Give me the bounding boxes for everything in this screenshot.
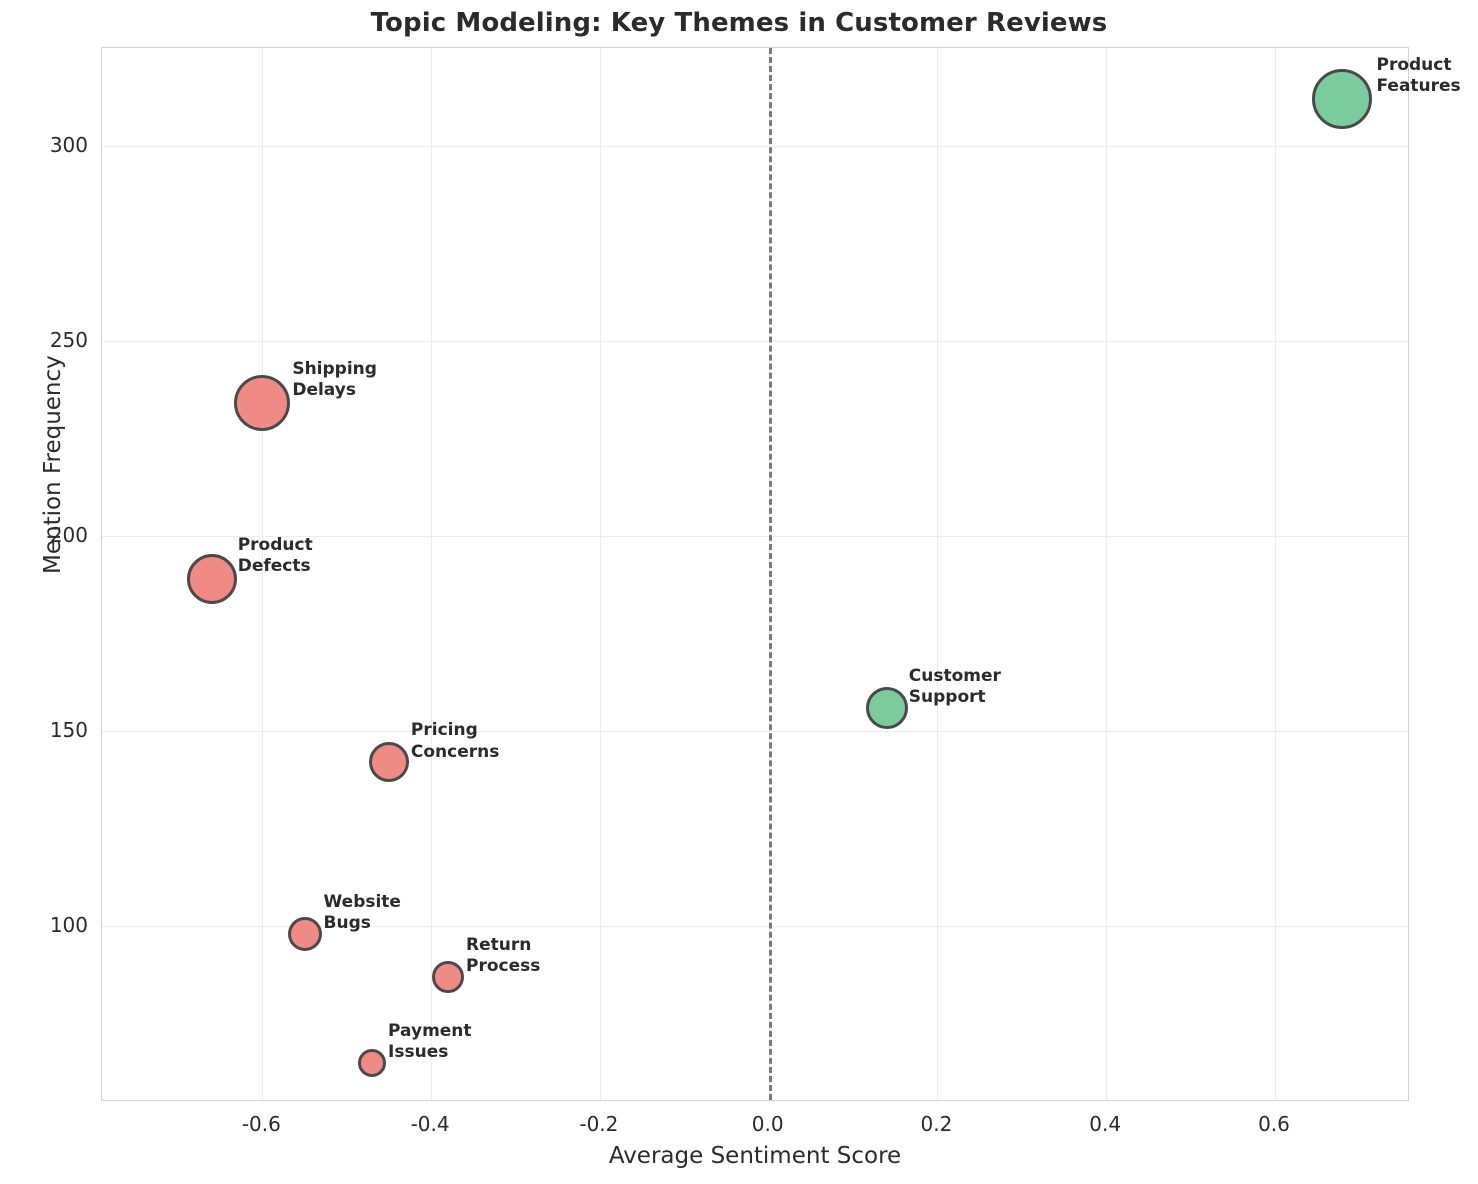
plot-area: Product Features Shipping Delays Product D… xyxy=(101,47,1461,1101)
y-tick-label: 200 xyxy=(49,522,88,547)
gridline-horizontal xyxy=(102,535,1408,537)
bubble-point[interactable] xyxy=(287,917,322,952)
bubble-point[interactable] xyxy=(358,1048,387,1077)
bubble-point[interactable] xyxy=(865,686,908,729)
bubble-point[interactable] xyxy=(1312,68,1373,129)
bubble-label: Product Features xyxy=(1376,54,1461,96)
y-axis-title: Mention Frequency xyxy=(40,355,66,574)
bubble-label: Pricing Concerns xyxy=(410,720,500,762)
zero-sentiment-reference-line xyxy=(768,48,772,1100)
bubble-label: Product Defects xyxy=(237,534,313,577)
bubble-label: Payment Issues xyxy=(388,1020,472,1063)
bubble-point[interactable] xyxy=(431,961,464,994)
bubble-label: Customer Support xyxy=(908,665,1001,707)
gridline-horizontal xyxy=(102,926,1408,928)
x-tick-label: 0.4 xyxy=(1089,1112,1122,1136)
x-tick-label: 0.2 xyxy=(920,1112,953,1136)
gridline-vertical xyxy=(1106,48,1108,1100)
bubble-point[interactable] xyxy=(186,553,237,604)
page-title: Topic Modeling: Key Themes in Customer R… xyxy=(370,8,1108,38)
bubble-label: Website Bugs xyxy=(323,892,401,934)
x-tick-label: -0.6 xyxy=(241,1112,281,1136)
y-tick-label: 300 xyxy=(49,132,88,157)
bubble-point[interactable] xyxy=(234,375,291,432)
x-tick-label: -0.4 xyxy=(410,1112,450,1136)
gridline-horizontal xyxy=(102,340,1408,342)
gridline-vertical xyxy=(937,48,939,1100)
x-tick-label: -0.2 xyxy=(579,1112,619,1136)
gridline-vertical xyxy=(599,48,601,1100)
y-tick-label: 100 xyxy=(49,913,88,938)
bubble-point[interactable] xyxy=(368,742,409,783)
x-axis-title: Average Sentiment Score xyxy=(608,1143,902,1169)
x-tick-label: 0.0 xyxy=(751,1112,784,1136)
gridline-horizontal xyxy=(102,145,1408,147)
y-tick-label: 250 xyxy=(49,327,88,352)
x-tick-label: 0.6 xyxy=(1258,1112,1290,1136)
gridline-vertical xyxy=(262,48,264,1100)
gridline-vertical xyxy=(1274,48,1276,1100)
gridline-vertical xyxy=(431,48,433,1100)
y-tick-label: 150 xyxy=(49,718,88,743)
gridline-horizontal xyxy=(102,731,1408,733)
bubble-label: Return Process xyxy=(465,935,541,977)
bubble-label: Shipping Delays xyxy=(292,359,377,401)
